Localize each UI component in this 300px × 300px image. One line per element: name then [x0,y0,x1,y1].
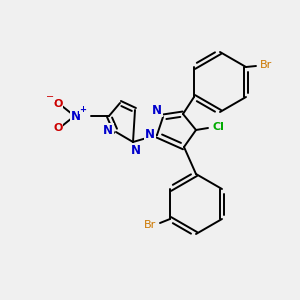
Text: −: − [46,92,54,102]
Text: Br: Br [144,220,156,230]
Text: N: N [103,124,113,136]
Text: N: N [71,110,81,122]
Text: O: O [53,123,63,133]
Text: Br: Br [260,60,272,70]
Text: O: O [53,99,63,109]
Text: Cl: Cl [212,122,224,132]
Text: +: + [80,104,86,113]
Text: N: N [145,128,155,142]
Text: N: N [152,103,162,116]
Text: N: N [131,143,141,157]
